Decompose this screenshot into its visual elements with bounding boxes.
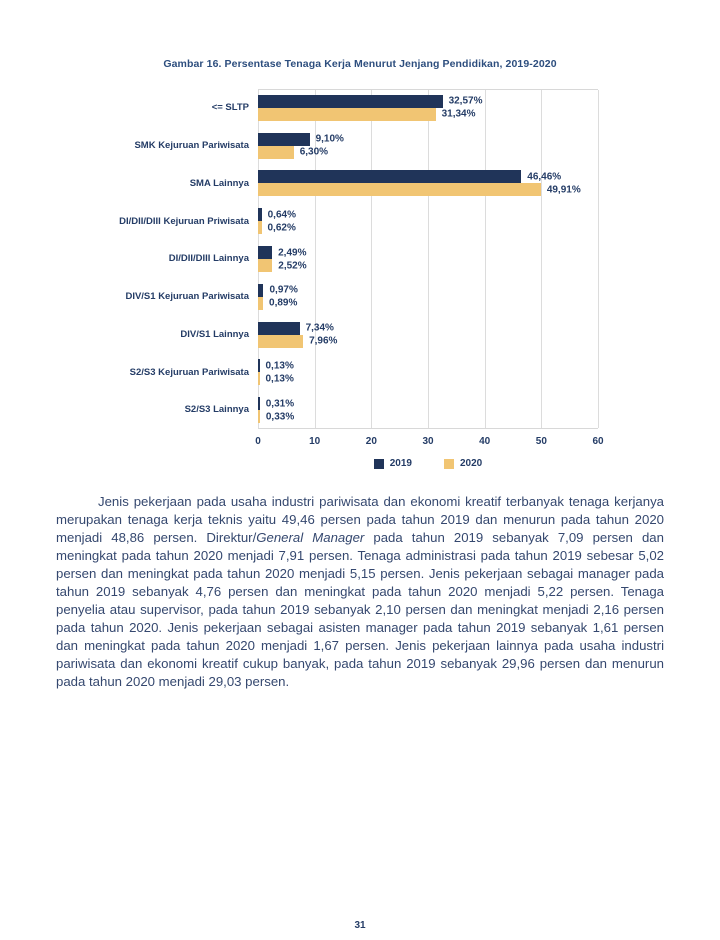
page-number: 31: [354, 920, 366, 931]
category-label: <= SLTP: [211, 102, 249, 114]
chart-legend: 2019 2020: [258, 458, 598, 469]
value-label: 31,34%: [441, 108, 476, 120]
value-label: 0,97%: [269, 284, 298, 296]
x-axis: 0 10 20 30 40 50 60: [255, 429, 603, 453]
bar-2020: 2,52%: [258, 259, 307, 273]
x-axis-tick: 0: [255, 436, 261, 447]
bar-2020: 0,62%: [258, 221, 296, 235]
category-label: DI/DII/DIII Kejuruan Priwisata: [119, 215, 249, 227]
value-label: 0,64%: [267, 209, 296, 221]
bar-2019: 7,34%: [258, 321, 334, 335]
paragraph-text-italic: General Manager: [256, 529, 365, 545]
gridline: [541, 90, 543, 428]
bar-2020: 0,13%: [258, 372, 294, 386]
x-axis-tick: 20: [365, 436, 377, 447]
legend-swatch: [444, 458, 454, 469]
value-label: 2,49%: [278, 247, 307, 259]
bar-group: 0,13% 0,13%: [258, 359, 650, 386]
gridline: [314, 90, 316, 428]
bar-group: 2,49% 2,52%: [258, 246, 650, 273]
category-label: SMK Kejuruan Pariwisata: [134, 139, 249, 151]
bar-2020: 49,91%: [258, 183, 581, 197]
bar-group: 0,31% 0,33%: [258, 397, 650, 424]
chart-row: SMK Kejuruan Pariwisata 9,10% 6,30%: [90, 127, 650, 165]
bar-2019: 2,49%: [258, 246, 306, 260]
bar-2019: 0,31%: [258, 397, 294, 411]
bar-group: 7,34% 7,96%: [258, 321, 650, 348]
bar-2020: 31,34%: [258, 107, 476, 121]
value-label: 7,96%: [309, 335, 338, 347]
x-axis-tick: 50: [535, 436, 547, 447]
chart-row: <= SLTP 32,57% 31,34%: [90, 89, 650, 127]
paragraph-text-2: pada tahun 2019 sebanyak 7,09 persen dan…: [56, 529, 664, 689]
value-label: 0,31%: [265, 398, 295, 410]
bar-group: 0,64% 0,62%: [258, 208, 650, 235]
bar-group: 32,57% 31,34%: [258, 94, 650, 121]
category-label: DIV/S1 Lainnya: [180, 328, 249, 340]
bar-2020: 0,33%: [258, 410, 294, 424]
bar-group: 46,46% 49,91%: [258, 170, 650, 197]
x-axis-tick: 60: [592, 436, 604, 447]
value-label: 2,52%: [278, 260, 307, 272]
value-label: 0,13%: [265, 373, 294, 385]
value-label: 32,57%: [448, 95, 483, 107]
bar-2019: 0,64%: [258, 208, 296, 222]
gridline: [371, 90, 373, 428]
chart-row: DI/DII/DIII Kejuruan Priwisata 0,64% 0,62%: [90, 202, 650, 240]
category-label: DI/DII/DIII Lainnya: [168, 253, 249, 265]
value-label: 0,89%: [269, 297, 298, 309]
bar-2019: 46,46%: [258, 170, 561, 184]
bar-chart: <= SLTP 32,57% 31,34% SMK Kejuruan Pariwisa…: [90, 89, 650, 469]
value-label: 46,46%: [527, 171, 562, 183]
x-axis-tick: 10: [309, 436, 321, 447]
value-label: 9,10%: [315, 133, 344, 145]
chart-row: S2/S3 Lainnya 0,31% 0,33%: [90, 391, 650, 429]
chart-row: SMA Lainnya 46,46% 49,91%: [90, 165, 650, 203]
value-label: 6,30%: [299, 146, 329, 158]
legend-item-2020: 2020: [444, 458, 482, 469]
x-axis-tick: 30: [422, 436, 434, 447]
bar-2019: 0,97%: [258, 283, 298, 297]
value-label: 7,34%: [305, 322, 334, 334]
gridline: [484, 90, 486, 428]
category-label: DIV/S1 Kejuruan Pariwisata: [125, 291, 249, 303]
bar-group: 9,10% 6,30%: [258, 132, 650, 159]
bar-2019: 0,13%: [258, 359, 294, 373]
chart-plot-area: <= SLTP 32,57% 31,34% SMK Kejuruan Pariwisa…: [90, 89, 650, 429]
legend-label: 2020: [460, 458, 483, 469]
bar-group: 0,97% 0,89%: [258, 283, 650, 310]
chart-row: DIV/S1 Lainnya 7,34% 7,96%: [90, 316, 650, 354]
legend-item-2019: 2019: [373, 458, 412, 469]
category-label: S2/S3 Lainnya: [184, 404, 249, 416]
value-label: 0,13%: [265, 360, 294, 372]
gridline: [598, 90, 599, 428]
chart-row: S2/S3 Kejuruan Pariwisata 0,13% 0,13%: [90, 353, 650, 391]
category-label: SMA Lainnya: [189, 177, 249, 189]
gridline: [428, 90, 429, 428]
paragraph-text-1: Jenis pekerjaan pada usaha industri pari…: [56, 494, 664, 545]
x-axis-tick: 40: [479, 436, 491, 447]
legend-label: 2019: [389, 458, 412, 469]
chart-row: DIV/S1 Kejuruan Pariwisata 0,97% 0,89%: [90, 278, 650, 316]
value-label: 49,91%: [546, 184, 581, 196]
bar-2020: 7,96%: [258, 334, 337, 348]
chart-rows: <= SLTP 32,57% 31,34% SMK Kejuruan Pariwisa…: [90, 89, 650, 429]
value-label: 0,33%: [265, 411, 295, 423]
bar-2019: 32,57%: [258, 94, 482, 108]
chart-row: DI/DII/DIII Lainnya 2,49% 2,52%: [90, 240, 650, 278]
body-paragraph: Jenis pekerjaan pada usaha industri pari…: [56, 493, 664, 690]
bar-2019: 9,10%: [258, 132, 344, 146]
value-label: 0,62%: [267, 222, 296, 234]
bar-2020: 0,89%: [258, 296, 297, 310]
legend-swatch: [373, 458, 384, 469]
figure-caption: Gambar 16. Persentase Tenaga Kerja Menur…: [163, 58, 557, 70]
category-label: S2/S3 Kejuruan Pariwisata: [129, 366, 249, 378]
bar-2020: 6,30%: [258, 145, 328, 159]
